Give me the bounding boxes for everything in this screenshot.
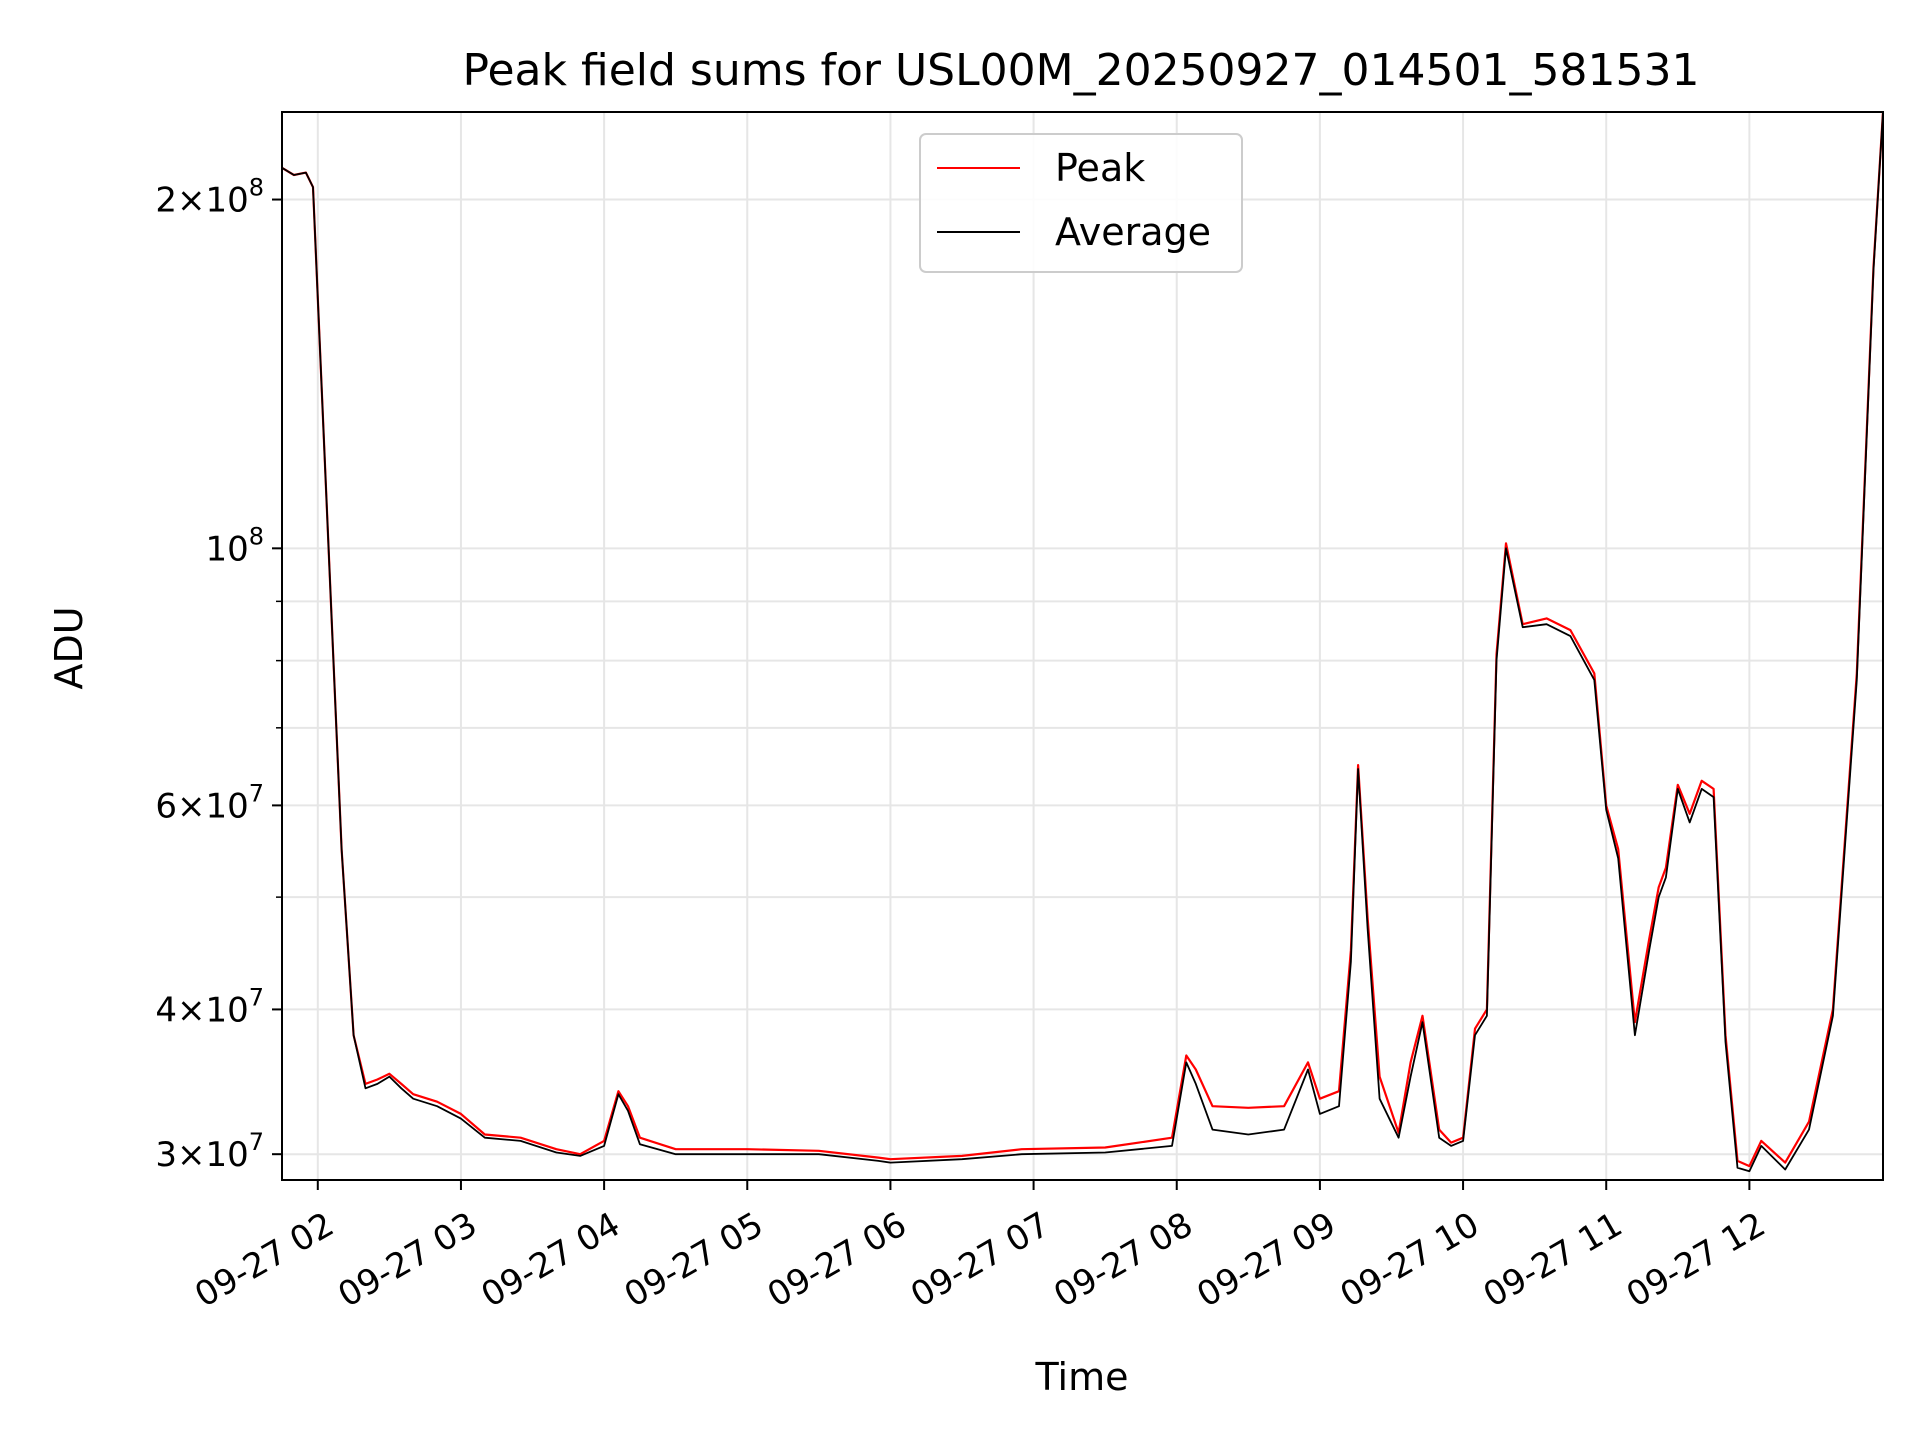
y-tick-label: 6×107 — [155, 779, 264, 826]
x-tick-label: 09-27 09 — [1190, 1205, 1342, 1316]
y-axis: 2×108 108 6×107 4×107 3×107 — [155, 174, 282, 1175]
x-tick-label: 09-27 12 — [1620, 1205, 1772, 1316]
y-tick-label: 3×107 — [155, 1128, 264, 1175]
y-tick-label: 4×107 — [155, 983, 264, 1030]
x-tick-label: 09-27 07 — [904, 1205, 1056, 1316]
legend-average-label: Average — [1055, 210, 1211, 254]
chart-title: Peak field sums for USL00M_20250927_0145… — [463, 45, 1700, 96]
plot-frame — [281, 111, 1884, 1181]
x-tick-label: 09-27 02 — [188, 1205, 340, 1316]
legend-peak-label: Peak — [1055, 146, 1145, 190]
x-tick-label: 09-27 08 — [1047, 1205, 1199, 1316]
series-line-peak — [282, 112, 1883, 1168]
legend: Peak Average — [919, 133, 1243, 273]
x-tick-label: 09-27 03 — [331, 1205, 483, 1316]
y-tick-label: 108 — [205, 522, 264, 569]
series-group — [282, 112, 1883, 1173]
x-tick-label: 09-27 05 — [618, 1205, 770, 1316]
x-tick-label: 09-27 11 — [1477, 1205, 1629, 1316]
x-tick-label: 09-27 10 — [1334, 1205, 1486, 1316]
series-line-average — [282, 112, 1883, 1173]
x-axis-label: Time — [1035, 1355, 1129, 1399]
y-axis-label: ADU — [47, 606, 91, 689]
x-tick-label: 09-27 06 — [761, 1205, 913, 1316]
x-tick-label: 09-27 04 — [475, 1205, 627, 1316]
y-tick-label: 2×108 — [155, 174, 264, 221]
